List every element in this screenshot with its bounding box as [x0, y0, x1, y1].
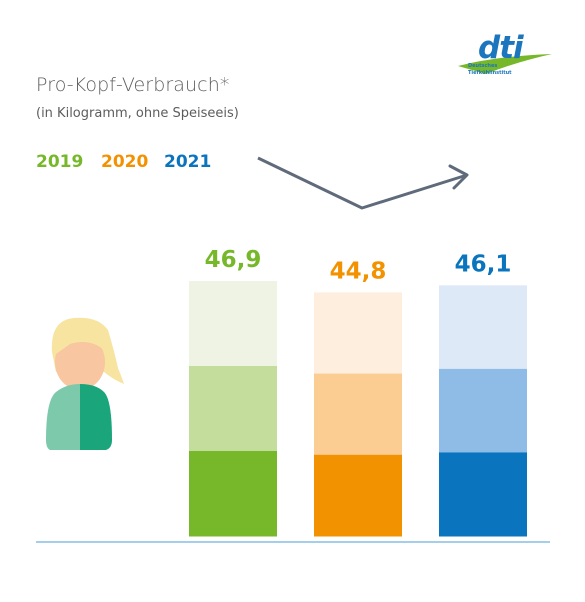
trend-arrowhead — [448, 164, 469, 190]
value-label-2020: 44,8 — [330, 258, 387, 284]
legend-item-2021: 2021 — [164, 152, 212, 172]
bar-2021-segment-2 — [439, 368, 527, 453]
logo-line-1: Deutsches — [468, 63, 498, 69]
trend-arrow — [257, 156, 468, 210]
bar-2021-segment-3 — [439, 452, 527, 537]
bars-group — [189, 281, 527, 537]
logo-wordmark: dti — [478, 30, 524, 66]
bar-2019-segment-1 — [189, 281, 277, 367]
chart-title: Pro-Kopf-Verbrauch* — [36, 74, 230, 96]
value-labels-group: 46,9 44,8 46,1 — [205, 247, 512, 284]
chart-subtitle: (in Kilogramm, ohne Speiseeis) — [36, 106, 239, 121]
value-label-2019: 46,9 — [205, 247, 262, 273]
value-label-2021: 46,1 — [455, 251, 512, 277]
legend-item-2019: 2019 — [36, 152, 84, 172]
bar-2020-segment-1 — [314, 292, 402, 375]
bar-2019-segment-2 — [189, 366, 277, 452]
logo-swoosh-icon — [458, 54, 552, 74]
bar-2021-segment-1 — [439, 285, 527, 370]
bar-2020-segment-2 — [314, 373, 402, 456]
bar-2019-segment-3 — [189, 451, 277, 537]
dti-logo: dti Deutsches Tiefkühlinstitut — [456, 30, 556, 80]
bar-2020-segment-3 — [314, 454, 402, 537]
person-icon — [46, 317, 124, 450]
logo-line-2: Tiefkühlinstitut — [468, 70, 512, 76]
legend-item-2020: 2020 — [101, 152, 149, 172]
